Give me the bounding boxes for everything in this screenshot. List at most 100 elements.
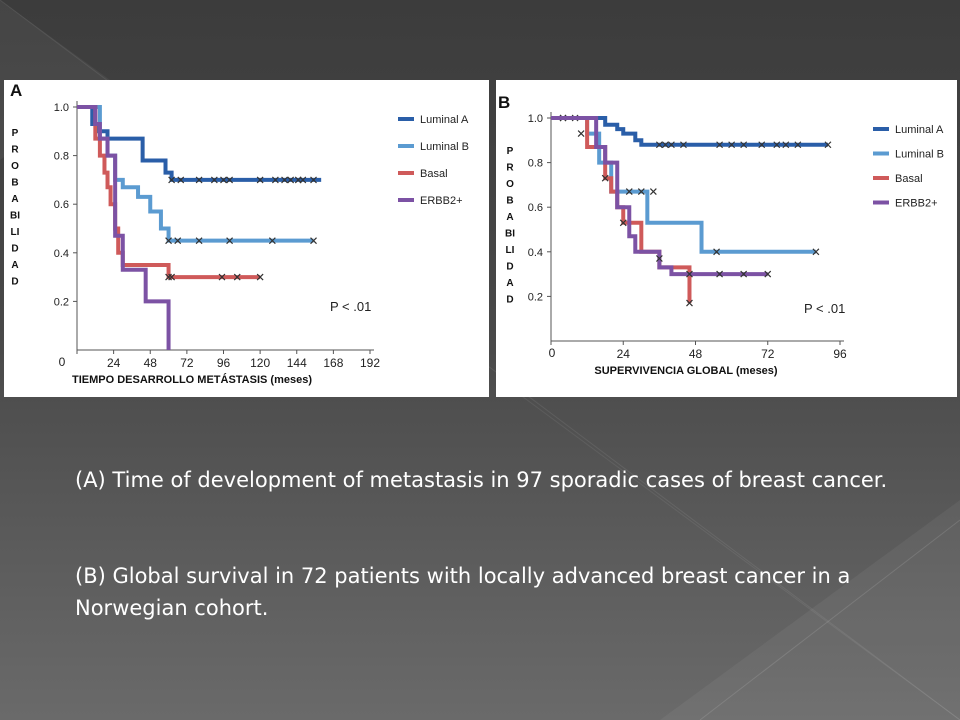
y-axis-title-letter: BI [505, 229, 515, 240]
censor-mark-luminal-a [716, 141, 724, 149]
series-line-luminal-a [77, 105, 322, 182]
censor-mark-luminal-b [310, 237, 317, 245]
censor-mark-erbb2 [740, 270, 748, 278]
series-line-luminal-a [551, 116, 828, 147]
censor-mark-luminal-a [782, 141, 790, 149]
censor-mark-luminal-b [637, 188, 645, 196]
censor-mark-luminal-a [740, 141, 748, 149]
censor-mark-luminal-b [165, 237, 172, 245]
censor-mark-luminal-a [667, 141, 675, 149]
censor-mark-erbb2 [764, 270, 772, 278]
censor-mark-erbb2 [686, 270, 693, 278]
y-axis-title-letter: A [506, 212, 513, 223]
y-axis-title-letter: O [11, 161, 19, 172]
censor-mark-luminal-a [728, 141, 736, 149]
x-tick-label: 96 [217, 356, 231, 370]
y-tick-label: 0.2 [54, 296, 69, 308]
y-axis-title-letter: D [11, 244, 18, 255]
x-tick-label: 72 [180, 356, 194, 370]
x-tick-label: 96 [833, 347, 847, 361]
censor-mark-luminal-a [177, 176, 185, 184]
caption-a: (A) Time of development of metastasis in… [75, 468, 888, 492]
x-tick-label: 48 [689, 347, 703, 361]
censor-mark-luminal-b [268, 237, 276, 245]
censor-mark-erbb2 [655, 255, 663, 262]
legend-label-basal: Basal [420, 168, 448, 180]
y-axis-title-letter: LI [11, 227, 20, 238]
y-axis-title-letter: B [11, 178, 18, 189]
km-chart-b: B 1.0 0.8 0.6 0.4 0.2 0 24 48 72 96 SUPERVIVENCIA G… [498, 93, 944, 377]
censor-mark-erbb2 [716, 270, 724, 278]
origin-label: 0 [549, 346, 556, 360]
panel-label: B [498, 93, 510, 112]
x-tick-label: 24 [107, 356, 121, 370]
y-tick-label: 0.6 [528, 202, 543, 214]
censor-mark-luminal-a [281, 176, 288, 184]
p-value-label: P < .01 [804, 301, 845, 316]
censor-mark-luminal-a [256, 176, 264, 184]
censor-mark-basal [165, 273, 172, 281]
censor-mark-luminal-a [794, 141, 802, 149]
y-axis-title-letter: A [506, 278, 513, 289]
y-axis-title-letter: D [506, 262, 513, 273]
censor-mark-luminal-a [210, 176, 218, 184]
caption-b: (B) Global survival in 72 patients with … [75, 564, 851, 620]
origin-label: 0 [59, 355, 66, 369]
censor-mark-basal [233, 273, 241, 281]
legend-label-luminal-a: Luminal A [420, 114, 469, 126]
legend-label-luminal-a: Luminal A [895, 124, 944, 136]
legend-label-luminal-b: Luminal B [895, 149, 944, 161]
censor-mark-luminal-a [271, 176, 279, 184]
km-chart-a: A 1.0 0.8 0.6 0.4 0.2 0 24 48 72 96 120 144 168 192 TIE… [10, 81, 469, 386]
x-tick-label: 144 [287, 356, 307, 370]
y-axis-title-letter: P [507, 146, 514, 157]
x-tick-label: 168 [323, 356, 343, 370]
series-line-erbb2 [77, 105, 171, 350]
x-tick-label: 120 [250, 356, 270, 370]
y-axis-title-letter: O [506, 179, 514, 190]
censor-mark-basal [256, 273, 264, 281]
y-axis-title-letter: P [12, 128, 19, 139]
legend-label-luminal-b: Luminal B [420, 141, 469, 153]
censor-mark-luminal-a [220, 176, 227, 184]
chart-panel-a: A 1.0 0.8 0.6 0.4 0.2 0 24 48 72 96 120 144 168 192 TIE… [4, 80, 489, 397]
y-axis-title-letter: R [506, 163, 514, 174]
y-axis-title-letter: LI [506, 245, 515, 256]
y-axis-title-letter: B [506, 196, 513, 207]
censor-mark-luminal-a [680, 141, 687, 149]
censor-mark-luminal-b [195, 237, 203, 245]
censor-mark-luminal-a [824, 141, 832, 149]
censor-mark-luminal-a [758, 141, 766, 149]
censor-mark-luminal-b [713, 248, 720, 256]
censor-mark-luminal-a [226, 176, 234, 184]
legend-label-erbb2: ERBB2+ [420, 195, 463, 207]
x-axis-title: TIEMPO DESARROLLO METÁSTASIS (meses) [72, 373, 312, 386]
chart-panel-b: B 1.0 0.8 0.6 0.4 0.2 0 24 48 72 96 SUPERVIVENCIA G… [496, 80, 957, 397]
censor-mark-luminal-a [310, 176, 317, 184]
y-tick-label: 0.8 [528, 158, 543, 170]
censor-mark-basal [168, 273, 176, 281]
censor-mark-basal [686, 299, 693, 307]
y-axis-title-letter: A [11, 260, 18, 271]
x-tick-label: 48 [144, 356, 158, 370]
censor-mark-luminal-b [625, 188, 633, 196]
y-tick-label: 0.4 [54, 248, 69, 260]
x-tick-label: 192 [360, 356, 380, 370]
censor-mark-luminal-b [649, 188, 657, 196]
censor-mark-luminal-a [195, 176, 203, 184]
x-tick-label: 72 [761, 347, 775, 361]
series-line-luminal-b [77, 105, 314, 243]
censor-mark-luminal-a [168, 176, 176, 184]
censor-mark-luminal-a [773, 141, 781, 149]
censor-mark-luminal-a [655, 141, 663, 149]
y-axis-title-letter: BI [10, 211, 20, 222]
p-value-label: P < .01 [330, 299, 371, 314]
y-axis-title-letter: D [506, 295, 513, 306]
censor-mark-basal [218, 273, 226, 281]
panel-label: A [10, 81, 22, 100]
censor-mark-luminal-b [812, 248, 820, 256]
series-line-erbb2 [551, 116, 768, 277]
censor-mark-luminal-b [577, 130, 585, 138]
y-tick-label: 0.8 [54, 151, 69, 163]
y-axis-title-letter: A [11, 194, 18, 205]
